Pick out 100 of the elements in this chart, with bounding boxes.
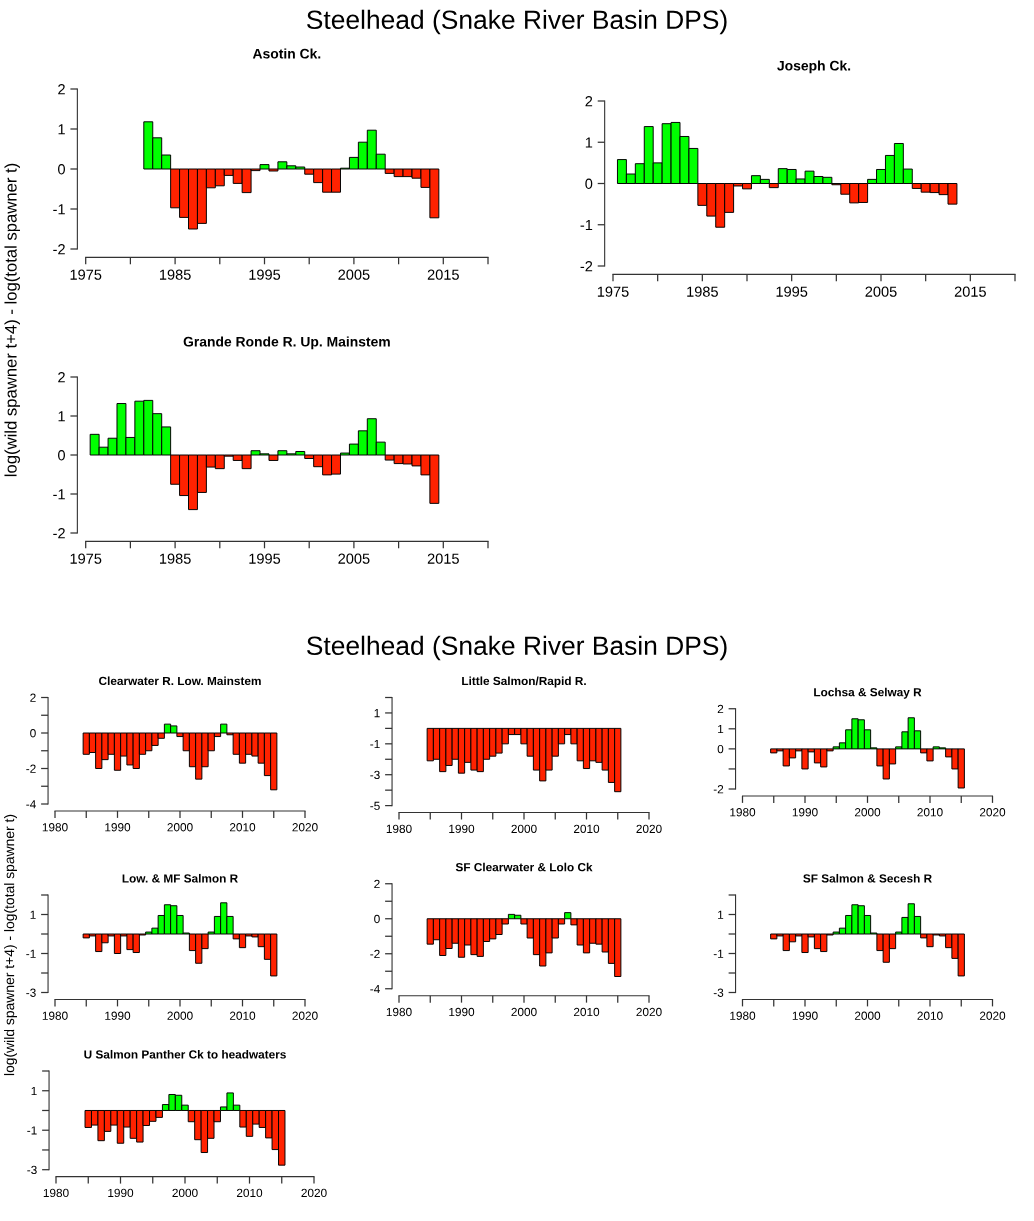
x-tick-label: 2005: [338, 553, 370, 564]
y-tick-label: 2: [585, 96, 593, 107]
y-tick-label: 2: [374, 879, 380, 889]
x-tick-label: 1980: [43, 1188, 69, 1198]
y-tick-label: 1: [585, 137, 593, 148]
y-tick-label: 2: [30, 693, 36, 702]
x-tick-label: 2020: [636, 824, 662, 834]
chart-title: Clearwater R. Low. Mainstem: [99, 676, 261, 686]
y-tick-label: -2: [53, 528, 65, 539]
y-tick-label: -2: [26, 764, 36, 773]
y-tick-label: -1: [53, 489, 65, 500]
y-tick-label: -2: [580, 261, 593, 272]
x-tick-label: 1990: [449, 1007, 475, 1017]
chart-title: Little Salmon/Rapid R.: [462, 676, 586, 688]
x-tick-label: 1975: [597, 286, 629, 297]
y-tick-label: -1: [713, 949, 724, 958]
x-tick-label: 1980: [730, 1011, 756, 1020]
x-tick-label: 1995: [776, 286, 808, 297]
y-tick-label: 1: [58, 411, 65, 422]
y-tick-label: 0: [30, 729, 36, 738]
x-tick-label: 1980: [386, 1007, 412, 1017]
x-tick-label: 1975: [70, 269, 102, 280]
y-tick-label: -3: [26, 988, 36, 997]
x-tick-label: 2010: [573, 824, 600, 834]
x-tick-label: 2000: [854, 1011, 881, 1020]
x-tick-label: 1990: [792, 1011, 818, 1020]
y-tick-label: 1: [30, 910, 36, 919]
y-tick-label: -2: [53, 244, 65, 255]
y-tick-label: -1: [53, 204, 65, 215]
x-tick-label: 1980: [42, 1011, 68, 1020]
x-tick-label: 1980: [386, 824, 412, 834]
chart-title: Low. & MF Salmon R: [122, 873, 238, 883]
y-tick-label: -1: [580, 220, 593, 231]
y-tick-label: -1: [26, 949, 36, 958]
x-tick-label: 1980: [730, 808, 756, 817]
y-tick-label: 1: [31, 1086, 37, 1096]
chart-title: Grande Ronde R. Up. Mainstem: [183, 336, 390, 350]
x-tick-label: 2000: [172, 1188, 198, 1198]
y-tick-label: 0: [717, 744, 724, 754]
chart-title: SF Clearwater & Lolo Ck: [455, 862, 593, 872]
x-tick-label: 2010: [229, 1011, 256, 1020]
x-tick-label: 2015: [427, 553, 459, 564]
x-tick-label: 1990: [105, 1011, 131, 1020]
text: Steelhead (Snake River Basin DPS): [306, 635, 727, 661]
x-tick-label: 2000: [167, 823, 193, 832]
chart-title: Asotin Ck.: [252, 48, 321, 59]
y-tick-label: -3: [27, 1165, 37, 1175]
y-tick-label: -2: [370, 949, 380, 959]
y-tick-label: -5: [370, 801, 380, 810]
y-tick-label: 1: [58, 124, 65, 135]
x-tick-label: 2020: [301, 1188, 327, 1198]
y-tick-label: -4: [370, 984, 380, 994]
y-tick-label: -1: [370, 739, 380, 749]
x-tick-label: 2020: [979, 1011, 1006, 1020]
chart-title: Lochsa & Selway R: [814, 687, 922, 699]
y-tick-label: -4: [26, 800, 36, 809]
y-tick-label: 1: [718, 724, 724, 734]
x-tick-label: 2010: [917, 1011, 943, 1020]
y-tick-label: -3: [713, 988, 724, 997]
x-tick-label: 1990: [108, 1188, 134, 1198]
y-tick-label: 0: [374, 914, 380, 924]
x-tick-label: 2000: [511, 824, 537, 834]
y-tick-label: -3: [370, 770, 380, 780]
x-tick-label: 2000: [167, 1011, 193, 1020]
chart-title: SF Salmon & Secesh R: [803, 873, 932, 883]
y-axis-title: log(wild spawner t+4) - log(total spawner t): [4, 163, 20, 477]
x-tick-label: 1995: [249, 553, 281, 564]
y-tick-label: -2: [713, 785, 724, 794]
text: Steelhead (Snake River Basin DPS): [306, 9, 727, 35]
x-tick-label: 2020: [636, 1007, 662, 1017]
bar: [770, 933, 778, 940]
y-axis-title: log(wild spawner t+4) - log(total spawner t): [4, 814, 17, 1076]
x-tick-label: 2020: [979, 808, 1006, 817]
x-tick-label: 2010: [573, 1007, 600, 1017]
x-tick-label: 2020: [292, 1011, 318, 1020]
x-tick-label: 2015: [427, 269, 459, 280]
x-tick-label: 2015: [954, 286, 986, 297]
x-tick-label: 1990: [449, 824, 475, 834]
x-tick-label: 2010: [236, 1188, 263, 1198]
x-tick-label: 2000: [854, 808, 881, 817]
bar: [770, 748, 778, 754]
x-tick-label: 1980: [42, 823, 68, 832]
x-tick-label: 2020: [292, 823, 318, 832]
y-tick-label: -1: [27, 1126, 37, 1135]
y-tick-label: 2: [58, 84, 65, 95]
x-tick-label: 1990: [105, 823, 131, 832]
x-tick-label: 2000: [511, 1007, 537, 1017]
y-tick-label: 1: [718, 910, 724, 919]
x-tick-label: 2005: [865, 286, 897, 297]
chart-title: Joseph Ck.: [777, 60, 851, 74]
x-tick-label: 2010: [917, 808, 943, 817]
x-tick-label: 1995: [249, 269, 281, 280]
y-tick-label: 2: [58, 372, 65, 383]
x-tick-label: 1990: [792, 808, 818, 817]
x-tick-label: 1985: [687, 286, 718, 297]
x-tick-label: 1985: [159, 269, 191, 280]
x-tick-label: 2010: [229, 823, 256, 832]
y-tick-label: 0: [58, 450, 65, 461]
y-tick-label: 0: [585, 178, 593, 189]
x-tick-label: 2005: [338, 269, 370, 280]
